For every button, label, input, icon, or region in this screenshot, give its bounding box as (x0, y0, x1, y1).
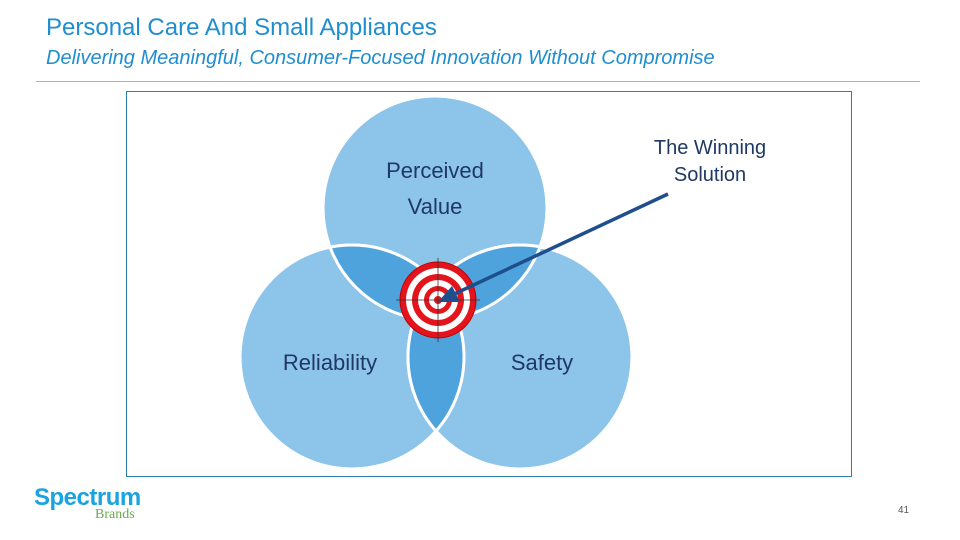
logo-brands: Brands (95, 507, 135, 522)
arrow-icon (438, 192, 669, 302)
label-perceived: Perceived (386, 158, 484, 183)
page-number: 41 (898, 505, 910, 516)
callout-line2: Solution (674, 164, 746, 186)
label-reliability: Reliability (283, 350, 377, 375)
label-value: Value (408, 194, 463, 219)
target-icon (396, 258, 480, 342)
title-divider (36, 81, 920, 82)
logo-spectrum: Spectrum (34, 484, 141, 511)
slide-subtitle: Delivering Meaningful, Consumer-Focused … (46, 47, 715, 69)
callout-line1: The Winning (654, 137, 766, 159)
label-safety: Safety (511, 350, 573, 375)
diagram-frame (126, 91, 852, 477)
slide-title: Personal Care And Small Appliances (46, 14, 437, 41)
